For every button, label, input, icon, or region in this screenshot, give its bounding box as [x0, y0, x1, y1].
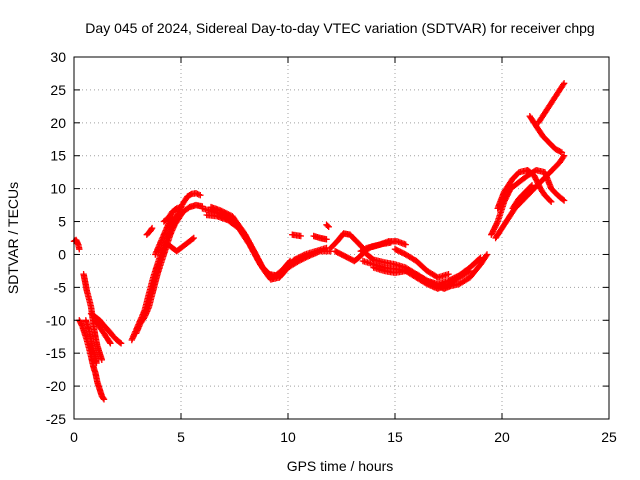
- y-tick-label: 15: [50, 148, 66, 164]
- series-arc-late-f: [535, 80, 568, 126]
- data-point: [189, 235, 196, 242]
- data-point: [560, 153, 567, 161]
- data-point: [560, 81, 567, 88]
- data-point: [560, 80, 568, 87]
- data-point: [546, 197, 554, 204]
- series-arc-drop-a: [76, 317, 108, 403]
- axis-ticks: 0 5 10 15 20 25 -25 -20 -15 -10 -5 0 5 10 15 20 25 30: [46, 49, 617, 445]
- x-tick-label: 0: [70, 429, 78, 445]
- x-tick-label: 20: [494, 429, 510, 445]
- y-axis-label: SDTVAR / TECUs: [5, 182, 21, 294]
- data-point: [251, 249, 258, 256]
- grid: [74, 57, 609, 419]
- data-point: [142, 311, 149, 318]
- data-point: [158, 235, 166, 243]
- data-point: [465, 268, 472, 275]
- y-tick-label: -20: [46, 378, 66, 394]
- series-arc-late-e: [526, 113, 566, 156]
- data-point: [148, 224, 156, 232]
- data-point: [387, 239, 394, 246]
- series-arc-mid-c: [323, 221, 332, 230]
- data-point: [98, 356, 105, 363]
- data-point: [466, 267, 474, 275]
- series-arc-cluster-2: [92, 317, 114, 347]
- series-arc-late-d: [509, 182, 536, 212]
- data-point: [527, 183, 535, 190]
- data-point: [100, 396, 108, 403]
- data-point: [256, 258, 263, 266]
- data-point: [190, 234, 197, 242]
- data-point: [325, 223, 332, 230]
- series-arc-dip-c: [370, 264, 474, 292]
- data-point: [297, 232, 304, 240]
- data-point: [558, 149, 566, 156]
- data-point: [528, 182, 536, 189]
- series-arc-drop-c: [82, 317, 100, 367]
- series-arc-mid-a: [289, 231, 304, 240]
- y-tick-label: -10: [46, 312, 66, 328]
- series-arc-rise-3: [143, 224, 156, 238]
- data-point: [76, 246, 83, 253]
- data-point: [483, 252, 490, 259]
- data-point: [169, 225, 176, 233]
- data-point: [323, 236, 330, 243]
- y-tick-label: 0: [58, 246, 66, 262]
- x-tick-label: 5: [177, 429, 185, 445]
- y-tick-label: 20: [50, 115, 66, 131]
- data-point: [483, 251, 491, 258]
- data-point: [116, 339, 124, 346]
- series-arc-start: [70, 236, 83, 253]
- y-tick-label: 25: [50, 82, 66, 98]
- series-arc-rise-4: [152, 213, 180, 258]
- data-point: [477, 254, 484, 261]
- x-tick-label: 25: [601, 429, 617, 445]
- y-tick-label: -15: [46, 345, 66, 361]
- x-axis-label: GPS time / hours: [287, 458, 394, 474]
- data-point: [100, 395, 107, 402]
- data-point: [117, 340, 125, 347]
- chart-title: Day 045 of 2024, Sidereal Day-to-day VTE…: [85, 20, 594, 36]
- data-point: [286, 257, 294, 265]
- data-point: [78, 322, 86, 329]
- series-arc-mid-b: [310, 232, 330, 243]
- y-tick-label: -25: [46, 411, 66, 427]
- data-point: [197, 192, 204, 199]
- data-point: [194, 190, 201, 198]
- data-marks: [70, 80, 568, 403]
- data-point: [107, 340, 114, 347]
- y-tick-label: 30: [50, 49, 66, 65]
- series-arc-rise-6: [160, 203, 185, 225]
- data-point: [286, 258, 293, 266]
- data-point: [559, 196, 567, 203]
- series-arc-main-c: [207, 203, 294, 281]
- x-tick-label: 15: [387, 429, 403, 445]
- data-point: [548, 198, 555, 205]
- series-arc-rise-5: [165, 234, 197, 255]
- data-point: [402, 241, 409, 248]
- data-point: [93, 359, 100, 367]
- data-point: [148, 226, 155, 233]
- data-point: [476, 255, 483, 262]
- plot-frame: [73, 56, 610, 420]
- y-tick-label: 10: [50, 181, 66, 197]
- data-point: [253, 253, 260, 260]
- data-point: [106, 339, 113, 346]
- y-tick-label: 5: [58, 214, 66, 230]
- data-point: [192, 190, 200, 197]
- series-arc-mid-d: [327, 230, 367, 252]
- data-point: [324, 222, 331, 229]
- data-point: [177, 203, 185, 211]
- data-point: [560, 152, 568, 159]
- data-point: [445, 271, 452, 278]
- series-arc-rise-2: [132, 201, 206, 337]
- data-point: [560, 197, 568, 204]
- series-arc-late-b: [494, 167, 555, 212]
- x-tick-label: 10: [280, 429, 296, 445]
- y-tick-label: -5: [54, 279, 67, 295]
- data-point: [170, 214, 178, 221]
- series-arc-dip-d: [391, 246, 452, 281]
- data-point: [153, 248, 160, 255]
- data-point: [173, 213, 180, 220]
